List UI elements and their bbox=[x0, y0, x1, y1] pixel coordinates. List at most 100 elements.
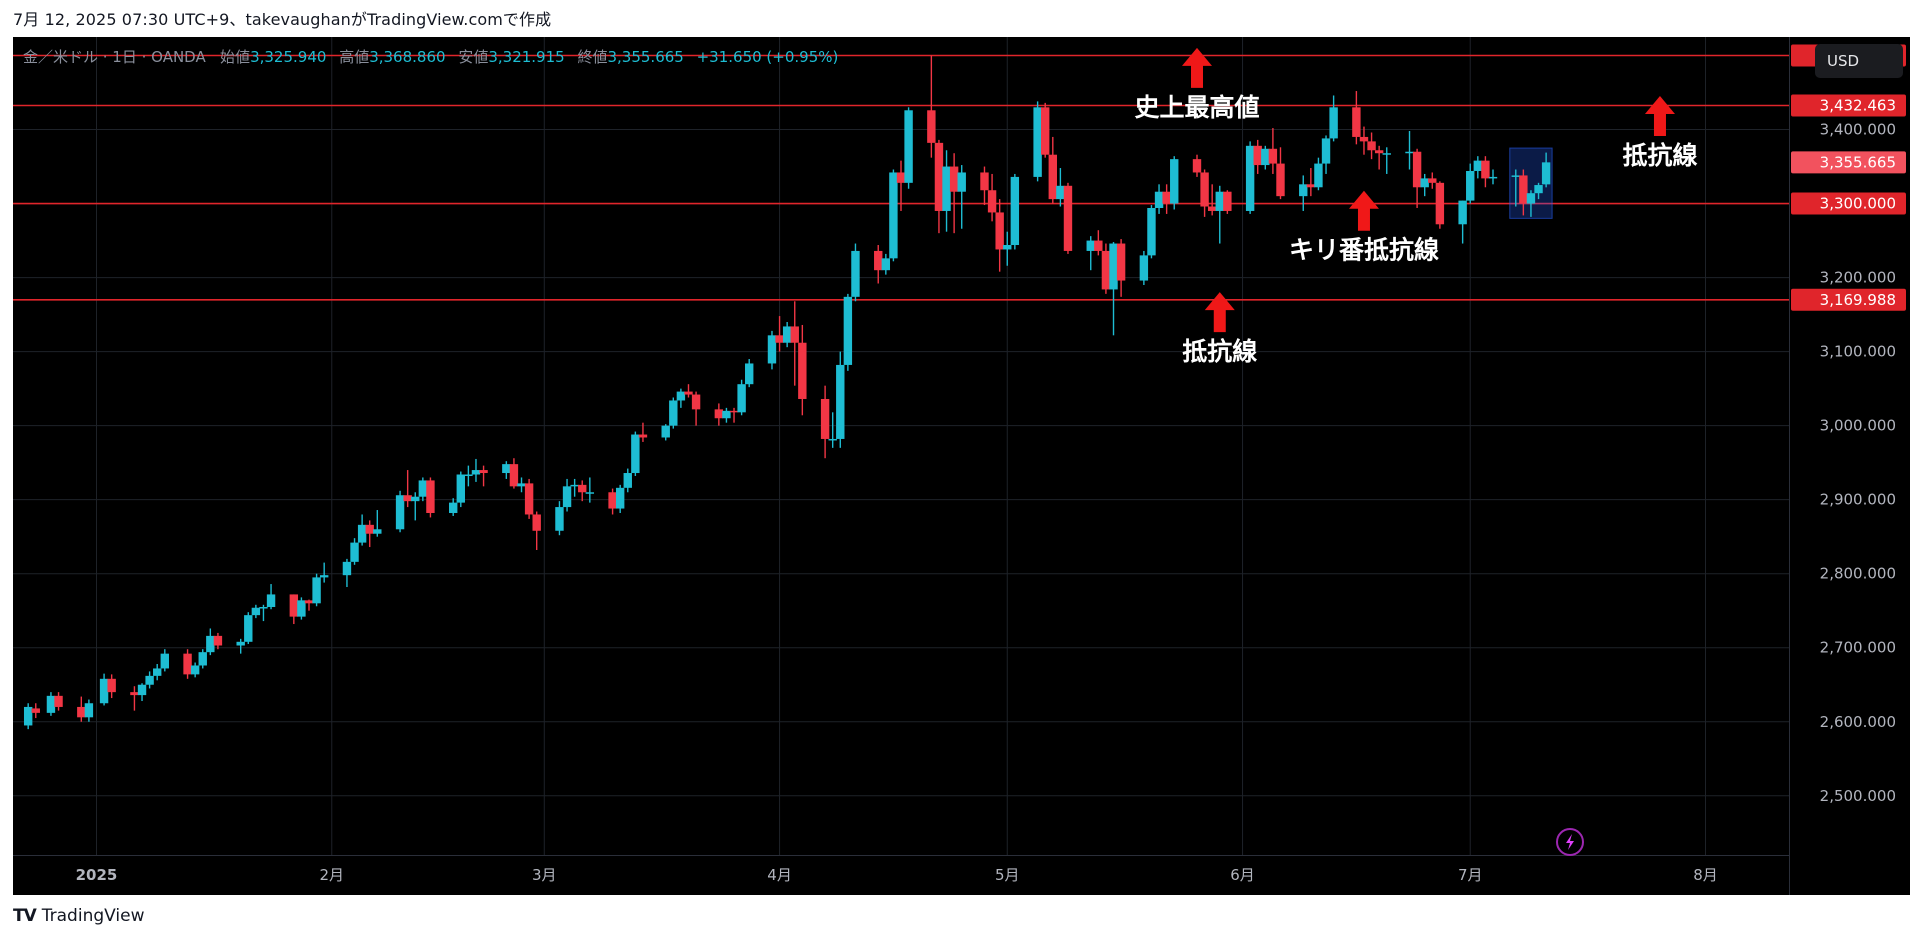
currency-selector[interactable]: USD bbox=[1815, 44, 1903, 78]
candle-body[interactable] bbox=[638, 434, 648, 438]
candle-body[interactable] bbox=[190, 665, 200, 675]
candle-body[interactable] bbox=[1299, 184, 1308, 197]
candle-body[interactable] bbox=[77, 706, 86, 718]
candle-body[interactable] bbox=[820, 398, 830, 439]
candle-body[interactable] bbox=[99, 678, 109, 704]
candle-body[interactable] bbox=[160, 653, 169, 669]
candle-body[interactable] bbox=[934, 142, 944, 211]
candle-body[interactable] bbox=[1116, 243, 1126, 281]
candle-body[interactable] bbox=[509, 464, 519, 487]
candle-body[interactable] bbox=[1352, 107, 1361, 137]
chart-frame[interactable]: 2,500.000 2,600.000 2,700.000 2,800.000 2,90… bbox=[13, 37, 1910, 895]
candle-body[interactable] bbox=[836, 364, 845, 439]
current-price-tag[interactable] bbox=[1791, 151, 1906, 174]
candle-body[interactable] bbox=[729, 410, 739, 413]
candle-body[interactable] bbox=[251, 607, 261, 616]
level-price-tag[interactable] bbox=[1791, 94, 1906, 117]
candle-body[interactable] bbox=[782, 326, 792, 343]
candle-body[interactable] bbox=[289, 594, 299, 617]
candle-body[interactable] bbox=[532, 514, 541, 531]
level-price-tag[interactable] bbox=[1791, 288, 1906, 311]
candle-body[interactable] bbox=[745, 363, 754, 385]
candle-body[interactable] bbox=[350, 542, 359, 562]
candle-body[interactable] bbox=[615, 487, 625, 509]
candle-body[interactable] bbox=[1094, 240, 1103, 251]
candle-body[interactable] bbox=[1041, 107, 1050, 155]
candle-body[interactable] bbox=[987, 190, 997, 213]
candle-body[interactable] bbox=[1010, 176, 1020, 246]
candle-body[interactable] bbox=[1207, 206, 1217, 211]
candle-body[interactable] bbox=[1306, 184, 1316, 188]
candle-body[interactable] bbox=[942, 166, 951, 211]
candle-body[interactable] bbox=[517, 483, 526, 487]
candle-body[interactable] bbox=[631, 434, 640, 474]
candle-body[interactable] bbox=[418, 480, 428, 497]
candle-body[interactable] bbox=[737, 384, 746, 413]
candle-body[interactable] bbox=[1519, 175, 1528, 204]
candle-body[interactable] bbox=[23, 706, 33, 726]
candle-body[interactable] bbox=[1466, 170, 1475, 201]
candle-body[interactable] bbox=[1033, 107, 1042, 177]
candle-body[interactable] bbox=[843, 296, 853, 365]
candle-body[interactable] bbox=[555, 507, 564, 531]
candle-body[interactable] bbox=[206, 635, 215, 653]
candle-body[interactable] bbox=[46, 695, 56, 713]
candle-body[interactable] bbox=[1223, 191, 1232, 211]
candle-body[interactable] bbox=[1412, 151, 1422, 188]
candle-body[interactable] bbox=[691, 394, 701, 410]
candle-body[interactable] bbox=[1147, 208, 1156, 256]
candle-body[interactable] bbox=[1048, 154, 1057, 200]
candle-body[interactable] bbox=[319, 575, 329, 578]
candle-body[interactable] bbox=[828, 438, 837, 441]
candle-body[interactable] bbox=[851, 250, 860, 297]
candle-body[interactable] bbox=[623, 473, 632, 488]
candle-body[interactable] bbox=[570, 484, 579, 487]
candle-body[interactable] bbox=[107, 678, 116, 693]
candle-body[interactable] bbox=[395, 495, 405, 530]
candle-body[interactable] bbox=[1109, 243, 1118, 290]
candle-body[interactable] bbox=[1420, 178, 1429, 188]
candle-body[interactable] bbox=[1268, 148, 1278, 164]
candle-body[interactable] bbox=[31, 708, 40, 713]
candle-body[interactable] bbox=[1511, 175, 1520, 177]
candle-body[interactable] bbox=[1359, 136, 1369, 142]
candle-body[interactable] bbox=[471, 470, 481, 475]
candle-body[interactable] bbox=[1056, 185, 1065, 200]
candle-body[interactable] bbox=[342, 561, 352, 576]
tradingview-footer[interactable]: TV TradingView bbox=[13, 906, 144, 926]
candle-body[interactable] bbox=[1526, 193, 1536, 204]
candle-body[interactable] bbox=[1276, 163, 1285, 197]
candle-body[interactable] bbox=[957, 172, 966, 192]
candle-body[interactable] bbox=[130, 692, 139, 696]
candle-body[interactable] bbox=[145, 675, 154, 685]
candle-body[interactable] bbox=[297, 600, 306, 617]
candle-body[interactable] bbox=[578, 484, 587, 493]
candle-body[interactable] bbox=[562, 486, 572, 508]
candle-body[interactable] bbox=[889, 172, 898, 259]
candle-body[interactable] bbox=[661, 425, 670, 438]
candle-body[interactable] bbox=[312, 577, 321, 604]
candle-body[interactable] bbox=[304, 600, 314, 604]
symbol-label[interactable]: 金／米ドル · 1日 · OANDA bbox=[23, 48, 206, 66]
candle-body[interactable] bbox=[449, 502, 458, 513]
candle-body[interactable] bbox=[198, 652, 207, 666]
candle-body[interactable] bbox=[714, 409, 724, 419]
candle-body[interactable] bbox=[1154, 191, 1164, 209]
candle-body[interactable] bbox=[54, 695, 63, 707]
candle-body[interactable] bbox=[1192, 159, 1202, 173]
candle-body[interactable] bbox=[1367, 141, 1376, 151]
candle-body[interactable] bbox=[411, 496, 420, 502]
candle-body[interactable] bbox=[904, 110, 913, 183]
candle-body[interactable] bbox=[153, 668, 162, 676]
candle-body[interactable] bbox=[995, 212, 1004, 250]
candle-body[interactable] bbox=[1314, 163, 1323, 188]
candle-body[interactable] bbox=[1435, 182, 1445, 225]
candle-body[interactable] bbox=[1253, 145, 1262, 166]
candle-body[interactable] bbox=[1481, 160, 1490, 179]
candle-body[interactable] bbox=[1215, 191, 1224, 211]
candle-body[interactable] bbox=[1374, 150, 1384, 154]
candle-body[interactable] bbox=[137, 684, 147, 696]
candle-body[interactable] bbox=[585, 492, 595, 494]
candle-body[interactable] bbox=[1245, 145, 1255, 211]
candle-body[interactable] bbox=[456, 474, 465, 503]
